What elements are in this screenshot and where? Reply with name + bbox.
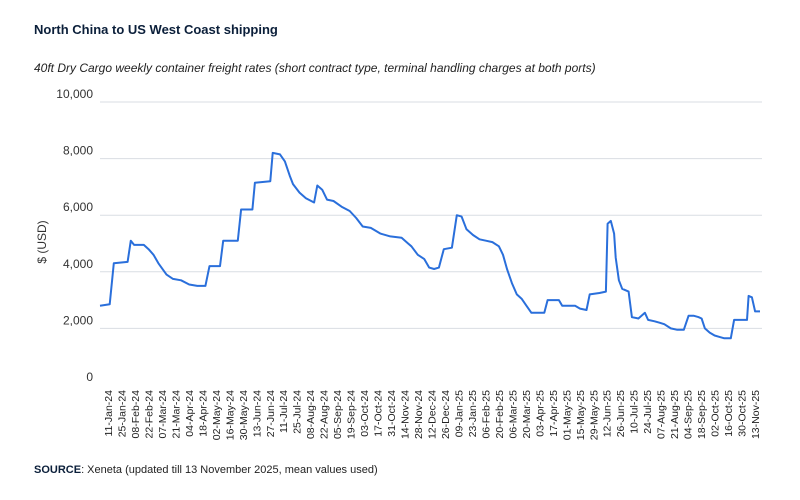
chart-subtitle: 40ft Dry Cargo weekly container freight … (34, 61, 596, 75)
x-tick-label: 26-Dec-24 (440, 390, 452, 439)
source-note: SOURCE: Xeneta (updated till 13 November… (34, 464, 378, 476)
x-tick-label: 07-Aug-25 (656, 390, 668, 439)
x-tick-label: 20-Mar-25 (521, 390, 533, 439)
x-tick-label: 13-Jun-24 (251, 390, 263, 437)
series-line (99, 151, 760, 340)
x-tick-label: 08-Aug-24 (305, 390, 317, 439)
x-tick-label: 29-May-25 (588, 390, 600, 440)
x-tick-label: 10-Jul-25 (629, 390, 641, 434)
x-tick-label: 12-Jun-25 (602, 390, 614, 437)
x-tick-label: 18-Sep-25 (696, 390, 708, 439)
chart-title: North China to US West Coast shipping (34, 22, 278, 37)
x-tick-label: 26-Jun-25 (615, 390, 627, 437)
y-axis-label: $ (USD) (35, 220, 49, 263)
x-tick-label: 11-Jul-24 (278, 390, 290, 433)
x-tick-label: 16-Oct-25 (723, 390, 735, 437)
x-tick-label: 01-May-25 (561, 390, 573, 440)
x-tick-label: 15-May-25 (575, 390, 587, 440)
x-tick-label: 30-May-24 (238, 390, 250, 440)
x-tick-label: 25-Jan-24 (116, 390, 128, 437)
x-tick-label: 22-Feb-24 (143, 390, 155, 439)
x-tick-label: 23-Jan-25 (467, 390, 479, 437)
x-tick-label: 21-Mar-24 (170, 390, 182, 439)
x-tick-label: 24-Jul-25 (642, 390, 654, 434)
y-tick-label: 6,000 (63, 200, 93, 214)
y-tick-label: 4,000 (63, 257, 93, 271)
x-tick-label: 06-Mar-25 (507, 390, 519, 439)
x-tick-label: 03-Apr-25 (534, 390, 546, 437)
x-tick-label: 03-Oct-24 (359, 390, 371, 437)
x-tick-label: 14-Nov-24 (400, 390, 412, 439)
x-tick-label: 05-Sep-24 (332, 390, 344, 439)
x-tick-label: 11-Jan-24 (103, 390, 115, 437)
source-label: SOURCE (34, 464, 82, 476)
x-tick-label: 20-Feb-25 (494, 390, 506, 439)
x-tick-label: 06-Feb-25 (480, 390, 492, 439)
x-tick-label: 12-Dec-24 (427, 390, 439, 439)
y-tick-label: 0 (86, 370, 93, 384)
x-axis-ticks: 11-Jan-24 25-Jan-24 08-Feb-24 22-Feb-24 07-M… (103, 390, 762, 440)
x-tick-label: 31-Oct-24 (386, 390, 398, 437)
x-tick-label: 21-Aug-25 (669, 390, 681, 439)
y-tick-label: 10,000 (56, 87, 93, 101)
x-tick-label: 19-Sep-24 (346, 390, 358, 439)
x-tick-label: 02-Oct-25 (710, 390, 722, 437)
y-tick-label: 2,000 (63, 313, 93, 327)
x-tick-label: 17-Apr-25 (548, 390, 560, 437)
x-tick-label: 17-Oct-24 (373, 390, 385, 437)
x-tick-label: 13-Nov-25 (750, 390, 762, 439)
x-tick-label: 08-Feb-24 (130, 390, 142, 439)
x-tick-label: 02-May-24 (211, 390, 223, 440)
x-tick-label: 16-May-24 (224, 390, 236, 440)
y-tick-label: 8,000 (63, 144, 93, 158)
x-tick-label: 22-Aug-24 (319, 390, 331, 439)
source-text: : Xeneta (updated till 13 November 2025,… (81, 464, 378, 476)
x-tick-label: 28-Nov-24 (413, 390, 425, 439)
gridlines (100, 101, 762, 329)
x-tick-label: 25-Jul-24 (292, 390, 304, 434)
x-tick-label: 07-Mar-24 (157, 390, 169, 439)
x-tick-label: 09-Jan-25 (453, 390, 465, 437)
x-tick-label: 27-Jun-24 (265, 390, 277, 437)
x-tick-label: 04-Apr-24 (184, 390, 196, 437)
x-tick-label: 04-Sep-25 (683, 390, 695, 439)
x-tick-label: 30-Oct-25 (737, 390, 749, 437)
y-axis-ticks: 0 2,000 4,000 6,000 8,000 10,000 (56, 87, 93, 384)
x-tick-label: 18-Apr-24 (197, 390, 209, 437)
